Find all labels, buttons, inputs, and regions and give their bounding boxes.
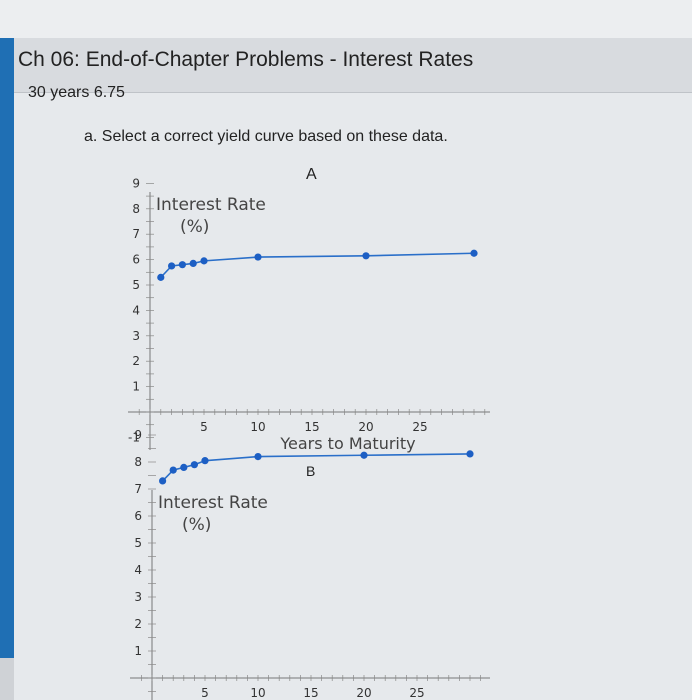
y-tick-label: 4 [134, 563, 142, 577]
data-point [254, 453, 262, 461]
chapter-header: Ch 06: End-of-Chapter Problems - Interes… [14, 38, 692, 93]
x-tick-label: 5 [200, 420, 208, 434]
x-tick-label: 25 [409, 686, 424, 700]
data-point [466, 450, 474, 458]
option-b-label[interactable]: B [306, 463, 316, 479]
data-point [201, 457, 209, 465]
data-point [360, 451, 368, 459]
x-tick-label: 10 [250, 686, 265, 700]
y-tick-label: 7 [132, 227, 140, 241]
chart-title-line2: (%) [182, 515, 211, 535]
chart-title-line2: (%) [180, 217, 209, 237]
y-tick-label: 9 [134, 428, 142, 442]
data-point [178, 261, 186, 269]
y-tick-label: 6 [134, 509, 142, 523]
data-point [470, 249, 478, 257]
y-tick-label: 1 [134, 644, 142, 658]
series-line [160, 252, 475, 278]
data-point [362, 252, 370, 260]
y-tick-label: 7 [134, 482, 142, 496]
y-tick-label: -1 [130, 698, 142, 700]
data-point [200, 257, 208, 265]
y-tick-label: 3 [132, 329, 140, 343]
y-tick-label: 5 [132, 278, 140, 292]
y-tick-label: 2 [134, 617, 142, 631]
chart-option-a[interactable]: 5 10 15 20 25 -1 1 2 3 4 5 6 7 8 9 Interest Rate(%) Year… [128, 176, 490, 453]
page-title: Ch 06: End-of-Chapter Problems - Interes… [18, 48, 474, 71]
x-tick-label: 15 [304, 420, 319, 434]
browser-top-bar [0, 0, 692, 38]
y-tick-label: 5 [134, 536, 142, 550]
y-tick-label: 8 [134, 455, 142, 469]
chart-title-line1: Interest Rate [156, 195, 266, 215]
x-tick-label: 15 [303, 686, 318, 700]
y-tick-label: 9 [132, 176, 140, 190]
y-tick-label: 8 [132, 202, 140, 216]
x-axis-title: Years to Maturity [279, 434, 415, 453]
x-tick-label: 20 [356, 686, 371, 700]
data-point [169, 466, 177, 474]
data-point [157, 273, 165, 281]
y-tick-label: 1 [132, 380, 140, 394]
y-tick-label: 4 [132, 303, 140, 317]
y-tick-label: 6 [132, 253, 140, 267]
data-point [159, 477, 167, 485]
option-a-label[interactable]: A [306, 166, 317, 183]
x-tick-label: 5 [201, 686, 209, 700]
y-tick-label: 2 [132, 354, 140, 368]
data-point [180, 463, 188, 471]
left-accent-strip [0, 38, 14, 658]
chart-option-b[interactable]: 5 10 15 20 25 -1 1 2 3 4 5 6 7 8 9 Interest Rate(%) Year… [130, 428, 490, 700]
series-line [162, 453, 471, 482]
x-tick-label: 10 [250, 420, 265, 434]
question-text: a. Select a correct yield curve based on… [84, 128, 448, 145]
x-tick-label: 20 [358, 420, 373, 434]
data-point [190, 461, 198, 469]
chart-title-line1: Interest Rate [158, 493, 268, 513]
x-tick-label: 25 [412, 420, 427, 434]
data-point [189, 259, 197, 268]
data-point [168, 262, 176, 270]
data-row-30-years: 30 years 6.75 [28, 84, 125, 101]
data-point [254, 253, 262, 261]
problem-page: Ch 06: End-of-Chapter Problems - Interes… [14, 38, 692, 700]
y-tick-label: -1 [128, 430, 140, 444]
y-tick-label: 3 [134, 590, 142, 604]
